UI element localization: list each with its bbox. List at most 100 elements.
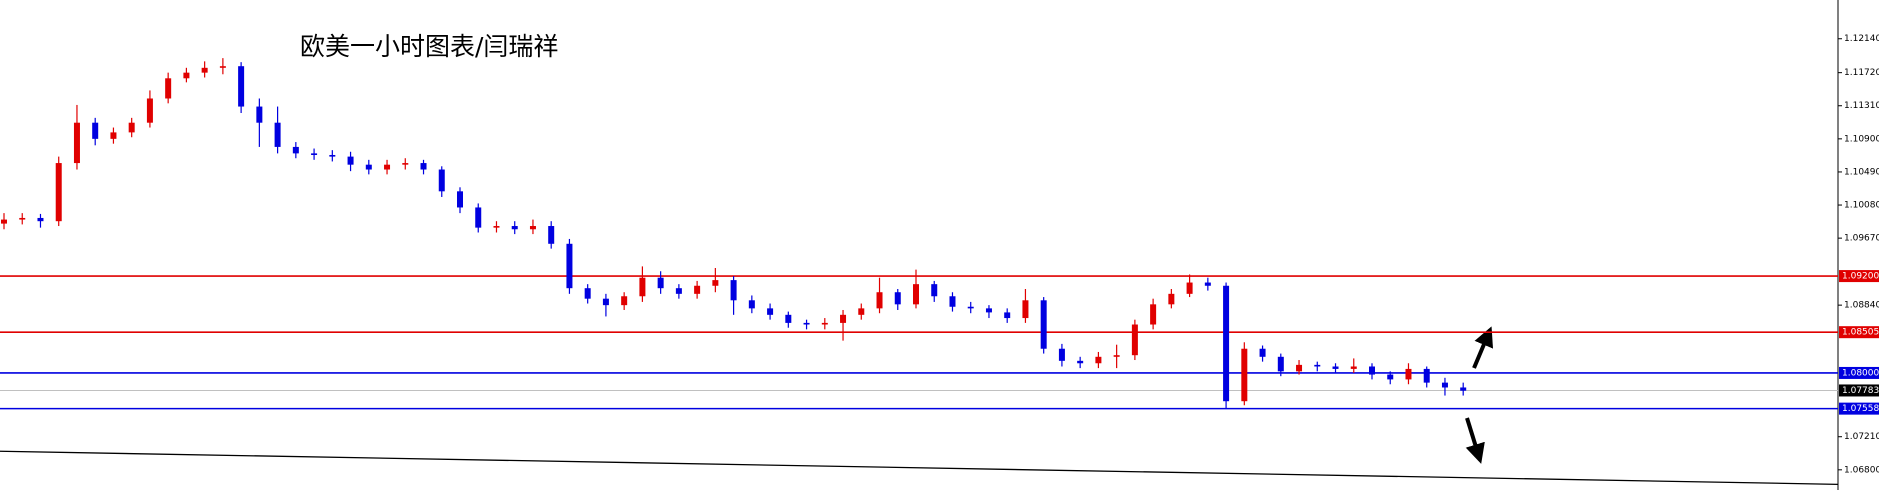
candle-body <box>1040 300 1047 349</box>
candle-body <box>949 296 956 307</box>
candle-body <box>292 146 299 154</box>
level-label: 1.09200 <box>1842 272 1879 282</box>
candle-body <box>657 277 664 289</box>
candle-body <box>183 72 190 79</box>
candle-body <box>1387 374 1394 380</box>
candle-body <box>785 314 792 323</box>
candle-body <box>384 164 391 170</box>
y-tick-label: 1.11720 <box>1844 68 1879 78</box>
candle-body <box>1423 368 1430 383</box>
candle-body <box>256 106 263 123</box>
y-tick-label: 1.07210 <box>1844 432 1879 442</box>
candle-body <box>894 292 901 305</box>
candle-body <box>1296 364 1303 372</box>
candle-body <box>1277 356 1284 372</box>
candle-body <box>621 296 628 306</box>
candle-body <box>1113 355 1120 357</box>
candle-body <box>767 308 774 315</box>
candle-body <box>128 122 135 133</box>
y-tick-label: 1.10900 <box>1844 134 1879 144</box>
y-tick-label: 1.06800 <box>1844 465 1879 475</box>
candle-body <box>110 132 117 139</box>
candle-body <box>347 156 354 165</box>
level-label: 1.08000 <box>1842 368 1879 378</box>
candle-body <box>821 322 828 325</box>
candle-body <box>548 226 555 244</box>
candle-body <box>529 226 536 230</box>
y-tick-label: 1.11310 <box>1844 101 1879 111</box>
candle-body <box>876 292 883 309</box>
candle-body <box>712 280 719 286</box>
candle-body <box>1077 360 1084 364</box>
candle-body <box>55 163 62 222</box>
candle-body <box>1405 368 1412 380</box>
candle-body <box>566 243 573 289</box>
candle-body <box>584 288 591 299</box>
candle-body <box>858 308 865 315</box>
candle-body <box>1131 324 1138 356</box>
candle-body <box>639 277 646 297</box>
candle-body <box>803 322 810 325</box>
level-label: 1.07783 <box>1842 386 1879 396</box>
candle-body <box>1168 293 1175 305</box>
candle-body <box>402 163 409 165</box>
chart-title: 欧美一小时图表/闫瑞祥 <box>300 32 558 61</box>
candle-body <box>1460 387 1467 391</box>
level-label-bg <box>1839 326 1879 339</box>
candle-body <box>1223 285 1230 402</box>
candle-body <box>1369 366 1375 375</box>
candle-body <box>602 298 609 306</box>
candle-body <box>457 191 463 208</box>
y-tick-label: 1.12140 <box>1844 34 1879 44</box>
candle-body <box>92 122 99 139</box>
y-tick-label: 1.10080 <box>1844 201 1879 211</box>
candle-body <box>1186 282 1193 294</box>
candle-body <box>438 169 445 192</box>
candle-body <box>1095 356 1102 364</box>
down-arrow <box>1465 417 1485 464</box>
candle-body <box>165 78 172 99</box>
candle-body <box>1332 366 1339 369</box>
candle-body <box>311 153 318 155</box>
level-label: 1.08505 <box>1842 328 1879 338</box>
candle-body <box>73 122 80 164</box>
candle-body <box>913 284 919 305</box>
candle-body <box>730 280 737 301</box>
up-arrow <box>1472 326 1494 369</box>
candle-body <box>420 163 427 170</box>
candle-body <box>1 219 7 224</box>
candle-body <box>1241 348 1248 402</box>
candle-body <box>201 67 208 73</box>
trendline <box>0 450 1839 485</box>
candle-body <box>931 284 938 297</box>
candle-body <box>1441 382 1448 388</box>
candle-body <box>1150 304 1157 325</box>
candle-body <box>748 300 755 309</box>
candle-body <box>967 306 974 309</box>
candle-body <box>493 226 500 228</box>
level-label: 1.07558 <box>1842 404 1879 414</box>
candle-body <box>1314 364 1321 367</box>
candle-body <box>1058 348 1065 361</box>
y-tick-label: 1.10490 <box>1844 167 1879 177</box>
candle-body <box>1350 366 1357 369</box>
level-label-bg <box>1839 402 1879 415</box>
candle-body <box>1259 348 1266 357</box>
candle-body <box>1204 282 1211 286</box>
level-label-bg <box>1839 366 1879 379</box>
candle-body <box>146 98 153 123</box>
candle-body <box>694 285 701 294</box>
candle-body <box>37 217 44 222</box>
candle-body <box>840 314 847 323</box>
candle-body <box>511 226 518 230</box>
y-tick-label: 1.08840 <box>1844 301 1879 311</box>
level-label-bg <box>1839 384 1879 397</box>
candle-body <box>985 308 992 313</box>
candle-body <box>675 288 682 294</box>
candle-body <box>274 122 281 147</box>
candle-body <box>365 164 372 170</box>
candle-body <box>1022 300 1029 319</box>
candle-body <box>475 207 482 228</box>
